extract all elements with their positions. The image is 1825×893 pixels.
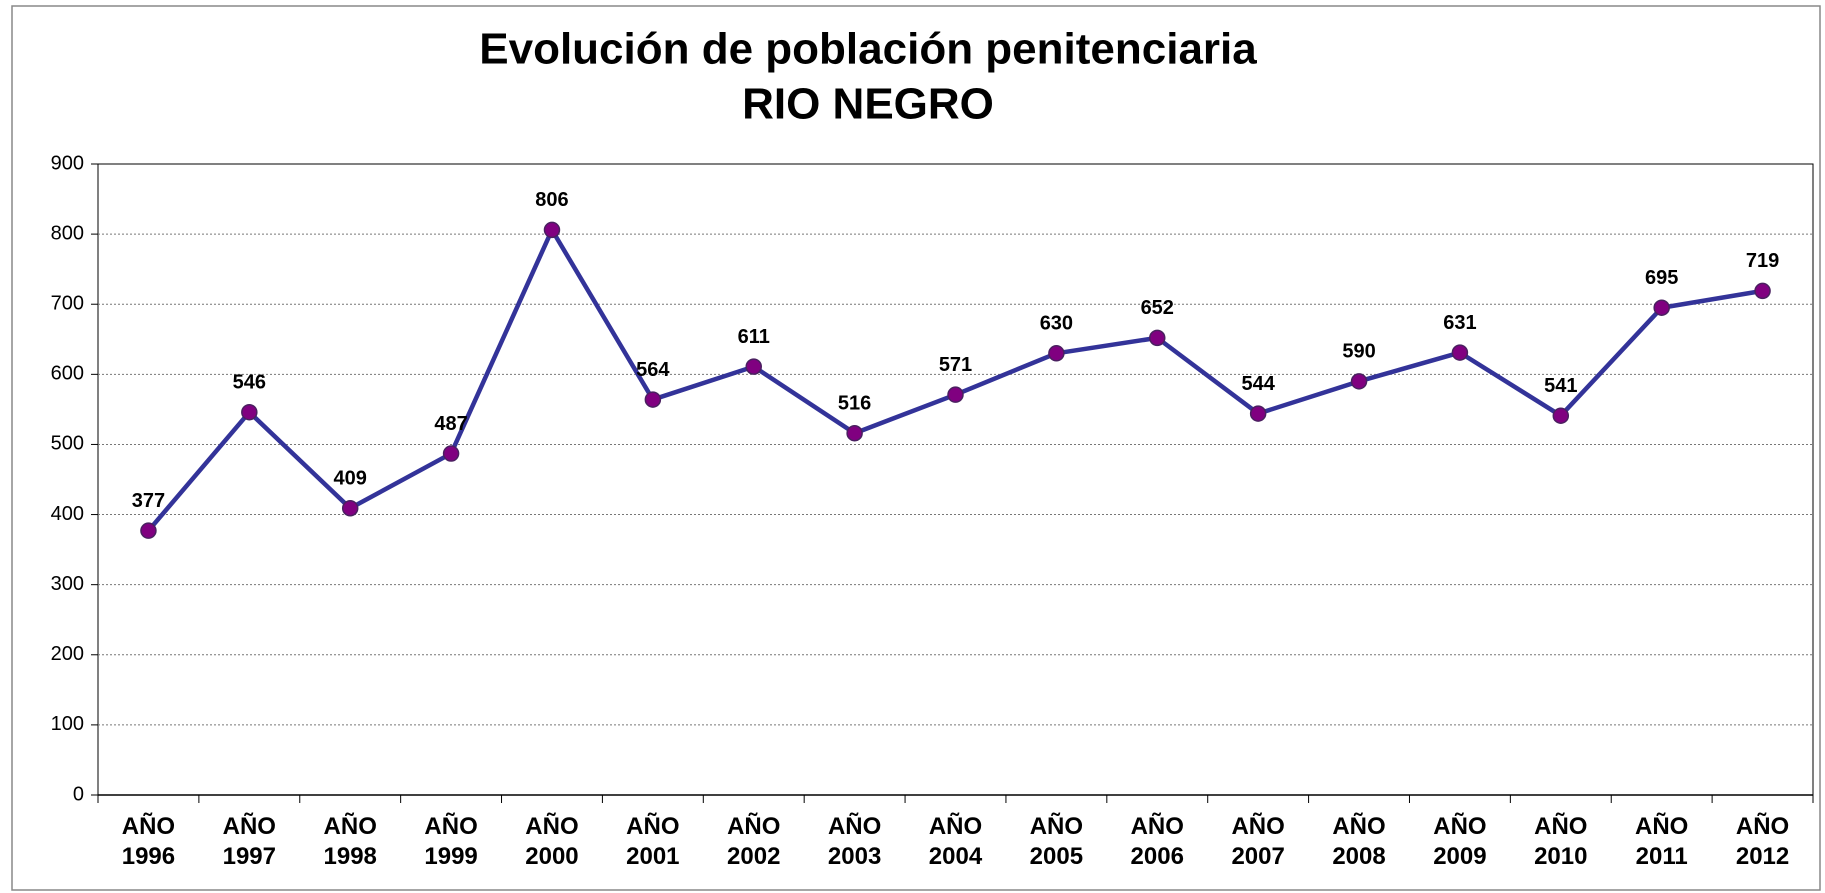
- data-label: 516: [838, 393, 871, 415]
- x-tick-label: AÑO 2006: [1130, 813, 1184, 870]
- data-label: 806: [535, 189, 568, 211]
- data-label: 571: [939, 354, 972, 376]
- marker: [1350, 373, 1368, 390]
- y-tick-label: 400: [51, 503, 84, 525]
- x-tick-label: AÑO 2005: [1029, 813, 1084, 870]
- marker: [644, 391, 662, 408]
- x-tick-label: AÑO 1998: [323, 813, 377, 870]
- x-tick-label: AÑO 2004: [928, 813, 983, 870]
- y-tick-label: 600: [51, 363, 84, 385]
- marker: [1653, 299, 1670, 316]
- x-tick-label: AÑO 2001: [626, 813, 680, 870]
- data-label: 630: [1040, 313, 1073, 335]
- x-tick-label: AÑO 2011: [1635, 813, 1689, 870]
- y-tick-label: 300: [51, 573, 84, 595]
- data-label: 631: [1443, 312, 1476, 334]
- x-tick-label: AÑO 2012: [1735, 813, 1790, 870]
- data-label: 564: [636, 359, 670, 381]
- data-label: 719: [1746, 250, 1779, 272]
- marker: [1048, 345, 1065, 362]
- data-label: 409: [334, 468, 367, 490]
- marker: [241, 403, 258, 421]
- marker: [341, 499, 359, 517]
- marker: [543, 221, 561, 239]
- data-label: 541: [1544, 375, 1577, 397]
- x-tick-label: AÑO 1996: [121, 813, 176, 870]
- x-tick-label: AÑO 2002: [727, 813, 781, 870]
- x-tick-label: AÑO 1997: [222, 813, 276, 870]
- marker: [1451, 344, 1469, 361]
- marker: [846, 424, 863, 442]
- marker: [1249, 405, 1267, 422]
- marker: [442, 445, 460, 462]
- data-label: 695: [1645, 267, 1678, 289]
- y-tick-label: 100: [51, 713, 84, 735]
- x-tick-label: AÑO 2008: [1332, 813, 1386, 870]
- y-tick-label: 0: [73, 783, 84, 805]
- data-label: 487: [434, 413, 467, 435]
- data-label: 546: [233, 371, 266, 393]
- x-tick-label: AÑO 2003: [827, 813, 882, 870]
- data-label: 590: [1342, 341, 1375, 363]
- data-label: 652: [1141, 297, 1174, 319]
- y-tick-label: 900: [51, 152, 84, 174]
- x-tick-label: AÑO 2007: [1231, 813, 1285, 870]
- chart-subtitle: RIO NEGRO: [742, 80, 994, 129]
- chart-title: Evolución de población penitenciaria: [479, 25, 1257, 74]
- data-label: 611: [738, 326, 770, 348]
- marker: [1754, 282, 1771, 300]
- chart-border: [11, 5, 1821, 891]
- x-tick-label: AÑO 1999: [424, 813, 478, 870]
- marker: [947, 386, 964, 403]
- y-tick-label: 800: [51, 222, 84, 244]
- x-tick-label: AÑO 2009: [1433, 813, 1487, 870]
- marker: [140, 522, 157, 539]
- marker: [1149, 329, 1166, 347]
- data-label: 544: [1241, 373, 1275, 395]
- x-tick-label: AÑO 2010: [1534, 813, 1588, 870]
- y-tick-label: 500: [51, 433, 84, 455]
- y-tick-label: 700: [51, 293, 84, 315]
- marker: [745, 358, 762, 375]
- marker: [1552, 407, 1570, 424]
- data-label: 377: [132, 490, 165, 512]
- x-tick-label: AÑO 2000: [525, 813, 579, 870]
- y-tick-label: 200: [51, 643, 84, 665]
